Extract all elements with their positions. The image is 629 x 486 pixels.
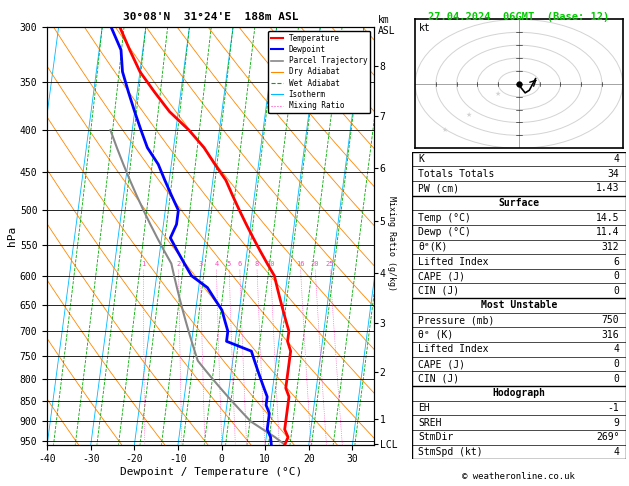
- Text: θᵉ (K): θᵉ (K): [418, 330, 454, 340]
- Text: Dewp (°C): Dewp (°C): [418, 227, 471, 237]
- Text: 27.04.2024  06GMT  (Base: 12): 27.04.2024 06GMT (Base: 12): [428, 12, 610, 22]
- Text: CIN (J): CIN (J): [418, 286, 460, 296]
- Text: K: K: [418, 154, 425, 164]
- Text: 20: 20: [311, 260, 320, 267]
- Text: 34: 34: [608, 169, 620, 179]
- Text: 4: 4: [214, 260, 218, 267]
- Text: ★: ★: [466, 112, 472, 118]
- Text: 4: 4: [613, 154, 620, 164]
- Text: 0: 0: [613, 286, 620, 296]
- Text: 0: 0: [613, 271, 620, 281]
- Text: SREH: SREH: [418, 417, 442, 428]
- Text: StmDir: StmDir: [418, 432, 454, 442]
- Text: 1: 1: [141, 260, 145, 267]
- Text: ★: ★: [495, 91, 501, 97]
- Text: 2: 2: [176, 260, 181, 267]
- Text: Hodograph: Hodograph: [493, 388, 545, 399]
- Text: © weatheronline.co.uk: © weatheronline.co.uk: [462, 472, 576, 481]
- Text: 10: 10: [266, 260, 275, 267]
- Text: Lifted Index: Lifted Index: [418, 345, 489, 354]
- Legend: Temperature, Dewpoint, Parcel Trajectory, Dry Adiabat, Wet Adiabat, Isotherm, Mi: Temperature, Dewpoint, Parcel Trajectory…: [268, 31, 370, 113]
- Text: 269°: 269°: [596, 432, 620, 442]
- Text: CIN (J): CIN (J): [418, 374, 460, 384]
- Text: CAPE (J): CAPE (J): [418, 359, 465, 369]
- Text: Surface: Surface: [498, 198, 540, 208]
- Text: CAPE (J): CAPE (J): [418, 271, 465, 281]
- Text: Temp (°C): Temp (°C): [418, 212, 471, 223]
- Text: 5: 5: [227, 260, 231, 267]
- Text: 8: 8: [255, 260, 259, 267]
- Text: 312: 312: [602, 242, 620, 252]
- Text: 4: 4: [613, 447, 620, 457]
- Text: ★: ★: [441, 127, 447, 133]
- Text: 11.4: 11.4: [596, 227, 620, 237]
- Text: 0: 0: [613, 359, 620, 369]
- Text: 316: 316: [602, 330, 620, 340]
- Text: Totals Totals: Totals Totals: [418, 169, 495, 179]
- X-axis label: Dewpoint / Temperature (°C): Dewpoint / Temperature (°C): [120, 467, 302, 477]
- Text: 25: 25: [326, 260, 334, 267]
- Text: -1: -1: [608, 403, 620, 413]
- Y-axis label: hPa: hPa: [7, 226, 17, 246]
- Text: km
ASL: km ASL: [377, 15, 395, 36]
- Text: 9: 9: [613, 417, 620, 428]
- Text: 6: 6: [613, 257, 620, 266]
- Text: 6: 6: [238, 260, 242, 267]
- Text: 750: 750: [602, 315, 620, 325]
- Text: Pressure (mb): Pressure (mb): [418, 315, 495, 325]
- Text: Most Unstable: Most Unstable: [481, 300, 557, 311]
- Text: StmSpd (kt): StmSpd (kt): [418, 447, 483, 457]
- Text: 14.5: 14.5: [596, 212, 620, 223]
- Text: EH: EH: [418, 403, 430, 413]
- Text: Lifted Index: Lifted Index: [418, 257, 489, 266]
- Text: kt: kt: [420, 23, 431, 34]
- Text: 3: 3: [198, 260, 203, 267]
- Text: θᵉ(K): θᵉ(K): [418, 242, 448, 252]
- Text: 4: 4: [613, 345, 620, 354]
- Text: Mixing Ratio (g/kg): Mixing Ratio (g/kg): [387, 195, 396, 291]
- Text: 16: 16: [296, 260, 304, 267]
- Text: 30°08'N  31°24'E  188m ASL: 30°08'N 31°24'E 188m ASL: [123, 12, 299, 22]
- Text: 0: 0: [613, 374, 620, 384]
- Text: PW (cm): PW (cm): [418, 183, 460, 193]
- Text: 1.43: 1.43: [596, 183, 620, 193]
